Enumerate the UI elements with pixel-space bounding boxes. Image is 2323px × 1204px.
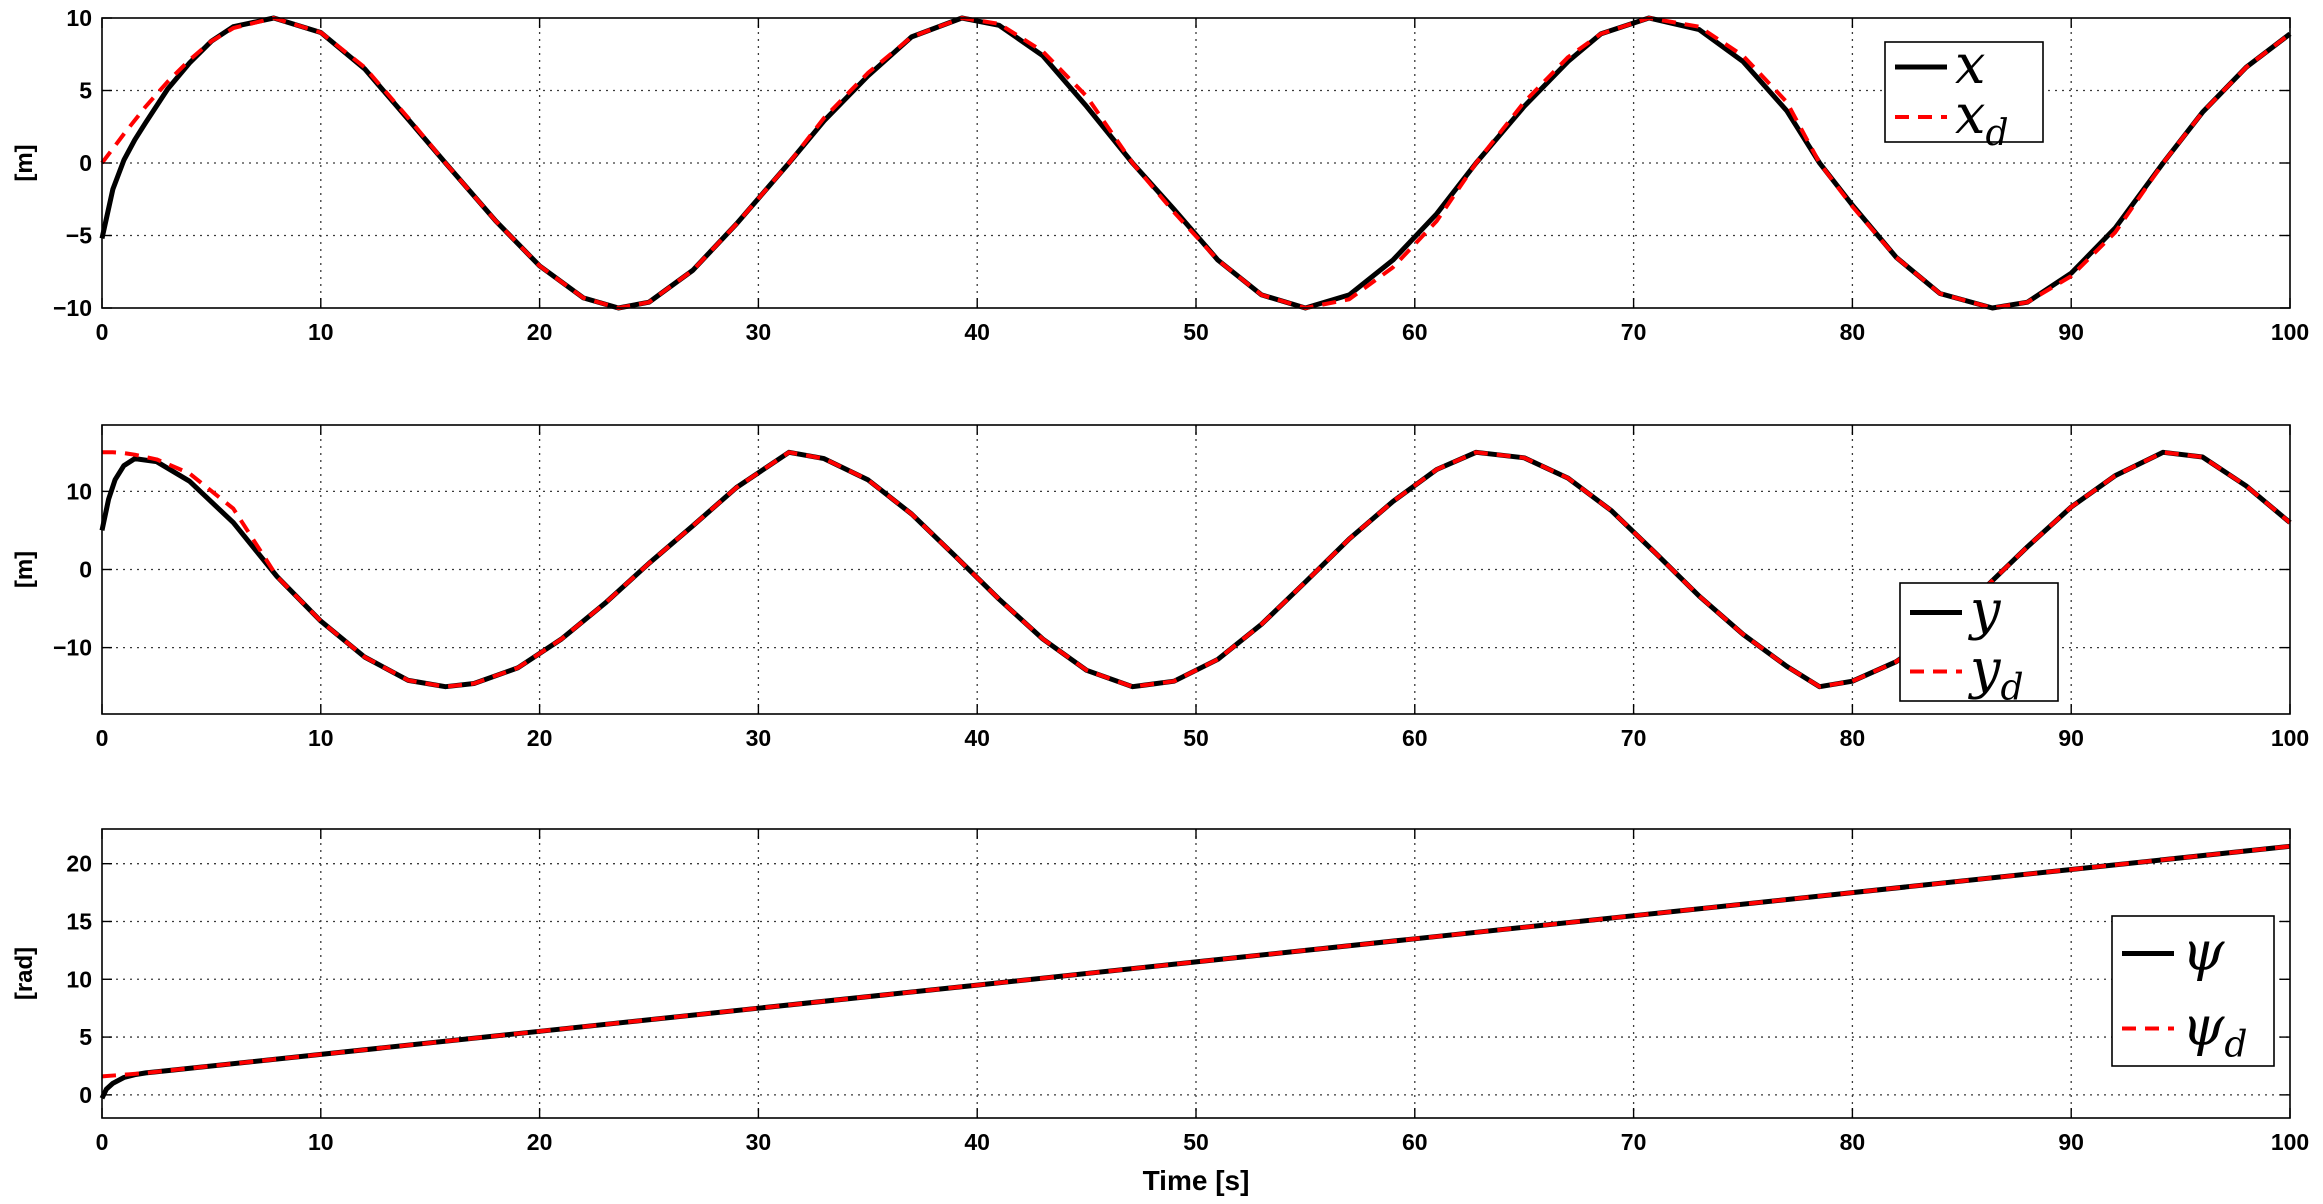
x-tick-label: 50 [1183,1129,1209,1155]
series-line-desired [101,844,2291,1079]
y-tick-label: 5 [79,1024,92,1050]
x-tick-label: 90 [2058,319,2084,345]
subplot-2: 0 10 20 30 40 50 60 70 80 90 100 −10 0 10 [m] yyd [11,424,2309,751]
x-tick-label: 20 [527,725,553,751]
legend: xxd [1884,33,2044,154]
y-axis-label: [rad] [11,947,38,1000]
x-tick-label: 70 [1621,319,1647,345]
x-tick-label: 40 [964,319,990,345]
legend-box [1884,41,2044,143]
legend-entry-label: x [1955,33,1985,96]
x-tick-label: 20 [527,319,553,345]
legend: ψψd [2111,915,2275,1067]
y-tick-label: 0 [79,557,92,583]
x-tick-label: 60 [1402,725,1428,751]
y-tick-label: 10 [66,5,92,31]
legend-entry-subscript: d [2224,1025,2247,1066]
x-axis-label: Time [s] [1143,1165,1250,1196]
y-tick-label: 0 [79,1082,92,1108]
x-tick-label: 20 [527,1129,553,1155]
x-tick-label: 0 [96,1129,109,1155]
x-tick-label: 90 [2058,1129,2084,1155]
x-tick-label: 0 [96,725,109,751]
x-tick-label: 10 [308,319,334,345]
x-tick-label: 40 [964,725,990,751]
y-tick-label: −10 [53,635,92,661]
x-tick-label: 90 [2058,725,2084,751]
y-tick-label: 5 [79,78,92,104]
x-tick-label: 100 [2271,1129,2309,1155]
x-tick-label: 30 [746,319,772,345]
x-tick-label: 80 [1840,725,1866,751]
x-tick-label: 10 [308,1129,334,1155]
legend-box [1899,582,2059,702]
x-tick-label: 50 [1183,319,1209,345]
y-tick-label: −10 [53,295,92,321]
subplot-1: 0 10 20 30 40 50 60 70 80 90 100 −10 −5 0 5 10 [m] xxd [11,5,2309,345]
legend-entry-label: ψ [2182,920,2225,983]
legend-box [2111,915,2275,1067]
legend-entry-subscript: d [1985,113,2008,154]
x-tick-label: 40 [964,1129,990,1155]
y-tick-label: 0 [79,150,92,176]
series-line-desired [100,16,2292,310]
x-tick-label: 80 [1840,1129,1866,1155]
y-tick-label: 20 [66,851,92,877]
y-axis-label: [m] [11,144,38,181]
x-tick-label: 70 [1621,1129,1647,1155]
x-tick-label: 50 [1183,725,1209,751]
x-tick-label: 0 [96,319,109,345]
legend-entry-label: y [1968,579,2002,642]
legend: yyd [1899,579,2059,709]
x-tick-label: 100 [2271,319,2309,345]
x-tick-label: 30 [746,1129,772,1155]
y-tick-label: 10 [66,966,92,992]
series-line-desired [102,450,2292,689]
x-tick-label: 60 [1402,1129,1428,1155]
x-tick-label: 80 [1840,319,1866,345]
subplot-3: 0 10 20 30 40 50 60 70 80 90 100 0 5 10 15 20 [rad] Time … [11,828,2309,1196]
x-tick-label: 30 [746,725,772,751]
x-tick-label: 100 [2271,725,2309,751]
y-tick-label: −5 [66,223,92,249]
y-axis-label: [m] [11,551,38,588]
y-tick-label: 15 [66,908,92,934]
legend-entry-subscript: d [2001,668,2024,709]
x-tick-label: 60 [1402,319,1428,345]
x-tick-label: 70 [1621,725,1647,751]
y-tick-label: 10 [66,478,92,504]
x-tick-label: 10 [308,725,334,751]
